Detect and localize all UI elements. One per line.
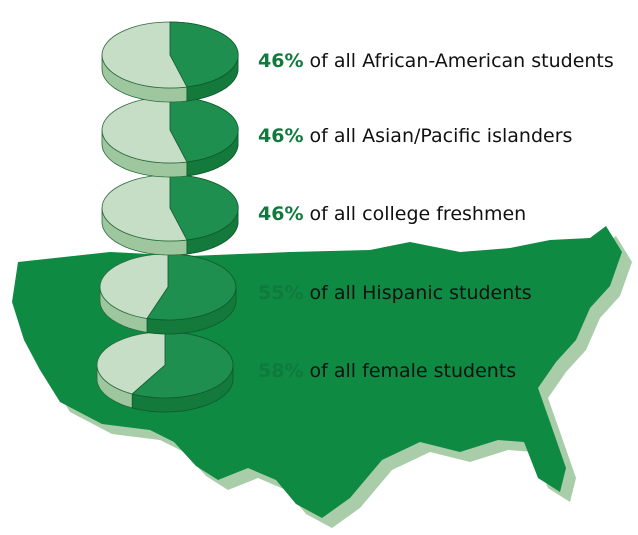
pie-label: 55% of all Hispanic students bbox=[258, 282, 532, 304]
value-label: 46% bbox=[258, 50, 303, 72]
pie-label: 46% of all college freshmen bbox=[258, 203, 526, 225]
pie: 46% of all college freshmen bbox=[101, 174, 526, 256]
category-label: of all Asian/Pacific islanders bbox=[310, 125, 573, 147]
pie-label: 46% of all Asian/Pacific islanders bbox=[258, 125, 572, 147]
category-label: of all college freshmen bbox=[310, 203, 527, 225]
category-label: of all female students bbox=[310, 360, 517, 382]
pie: 55% of all Hispanic students bbox=[99, 253, 532, 335]
pie-label: 58% of all female students bbox=[258, 360, 516, 382]
value-label: 55% bbox=[258, 282, 303, 304]
value-label: 46% bbox=[258, 125, 303, 147]
pie-label: 46% of all African-American students bbox=[258, 50, 614, 72]
category-label: of all Hispanic students bbox=[310, 282, 532, 304]
pie-stack: 58% of all female students 55% of all His… bbox=[96, 21, 614, 413]
category-label: of all African-American students bbox=[310, 50, 614, 72]
pie-slice bbox=[146, 253, 237, 321]
value-label: 58% bbox=[258, 360, 303, 382]
pie-slice bbox=[169, 174, 239, 241]
pie-slice bbox=[131, 331, 234, 399]
value-label: 46% bbox=[258, 203, 303, 225]
pie: 58% of all female students bbox=[96, 331, 516, 413]
pie: 46% of all Asian/Pacific islanders bbox=[101, 96, 572, 178]
pie: 46% of all African-American students bbox=[101, 21, 614, 103]
pie-slice bbox=[169, 21, 239, 88]
